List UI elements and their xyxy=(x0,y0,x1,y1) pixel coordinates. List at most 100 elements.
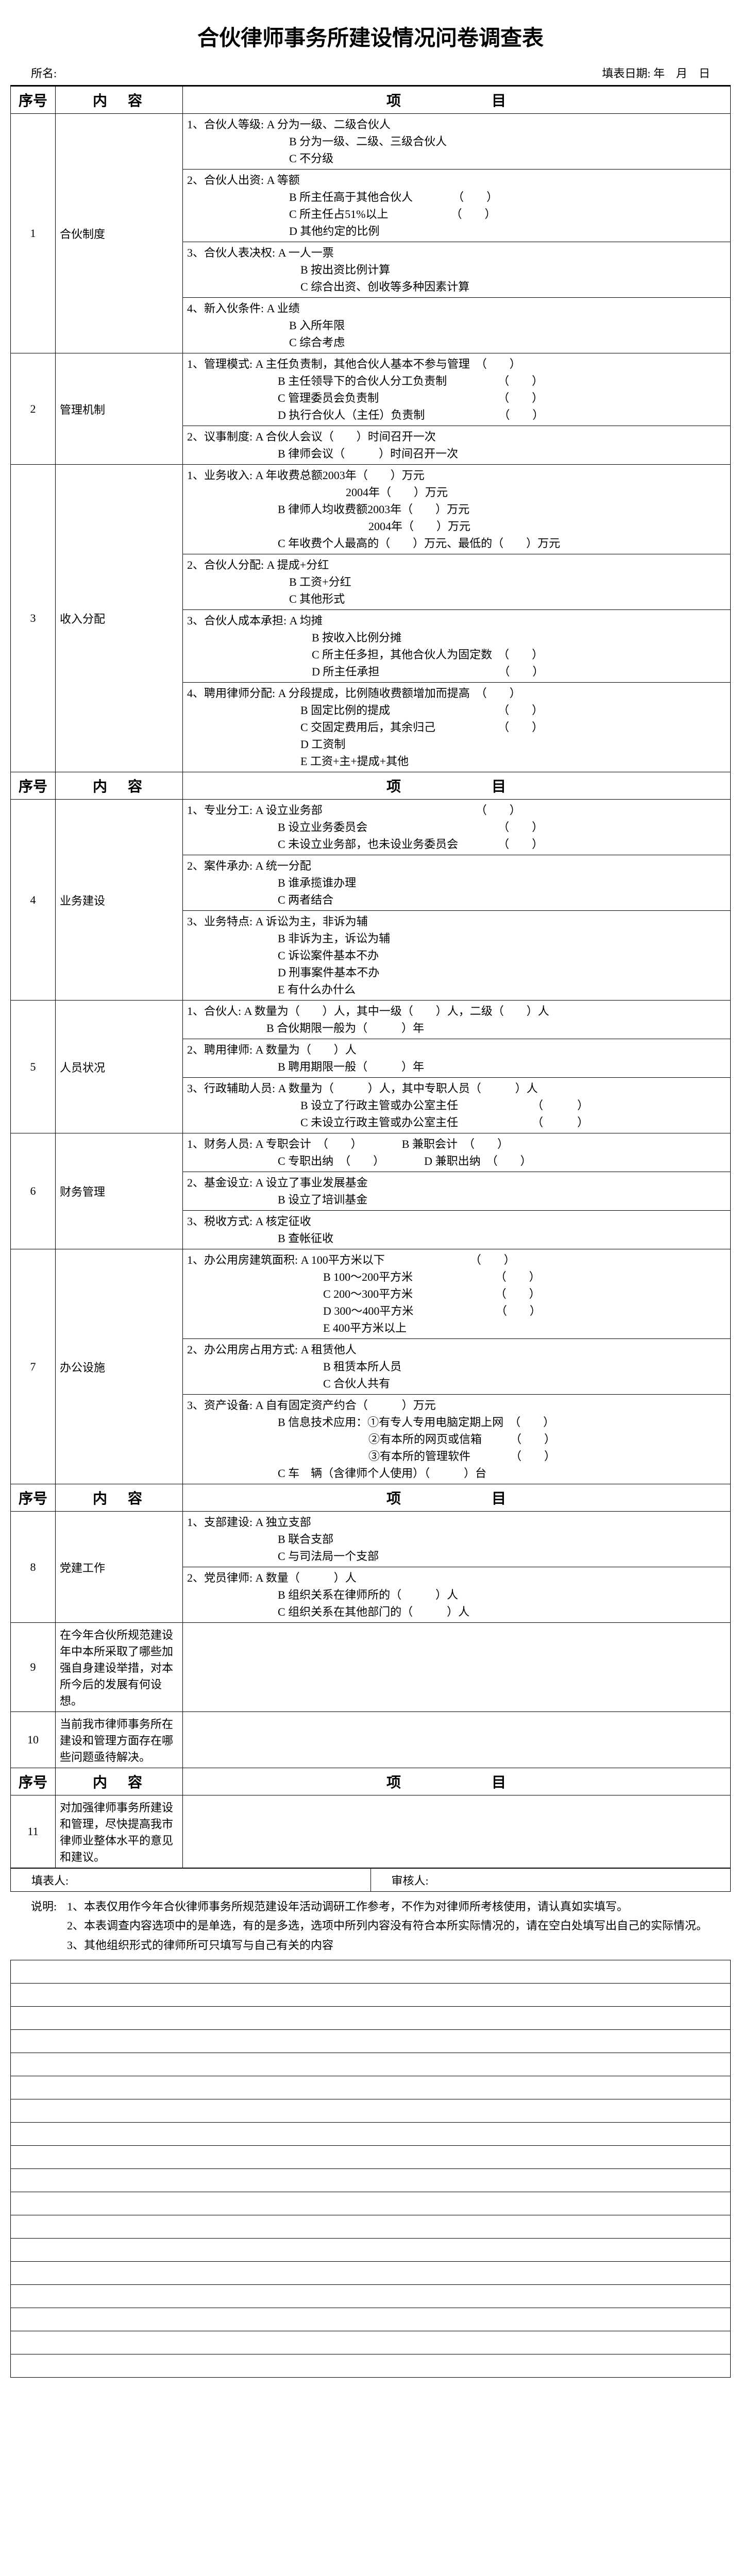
row-num: 8 xyxy=(11,1512,56,1623)
option-line: 2、合伙人出资: A 等额 xyxy=(187,172,726,189)
blank-cell xyxy=(11,2354,731,2378)
row-topic: 在今年合伙所规范建设年中本所采取了哪些加强自身建设举措，对本所今后的发展有何设想… xyxy=(56,1623,183,1712)
option-line: B 按收入比例分摊 xyxy=(187,629,726,646)
col-item: 项 目 xyxy=(183,772,731,800)
document-title: 合伙律师事务所建设情况问卷调查表 xyxy=(10,21,731,52)
row-items: 1、财务人员: A 专职会计 （ ） B 兼职会计 （ ）C 专职出纳 （ ） … xyxy=(183,1133,731,1249)
option-line: C 合伙人共有 xyxy=(187,1375,726,1392)
option-line: C 未设立业务部，也未设业务委员会 （ ） xyxy=(187,836,726,853)
option-line: B 律师会议（ ）时间召开一次 xyxy=(187,445,726,462)
option-line: 1、专业分工: A 设立业务部 （ ） xyxy=(187,802,726,819)
option-line: 1、管理模式: A 主任负责制，其他合伙人基本不参与管理 （ ） xyxy=(187,355,726,372)
option-line: 2、合伙人分配: A 提成+分红 xyxy=(187,556,726,573)
col-seq: 序号 xyxy=(11,1484,56,1512)
date-suffix: 年 月 日 xyxy=(653,67,710,80)
option-line xyxy=(187,1731,726,1748)
option-line: B 设立了行政主管或办公室主任 （ ） xyxy=(187,1097,726,1114)
option-line: C 与司法局一个支部 xyxy=(187,1548,726,1565)
option-line: B 固定比例的提成 （ ） xyxy=(187,702,726,719)
option-line xyxy=(187,1798,726,1815)
row-num: 4 xyxy=(11,800,56,1001)
option-line: E 400平方米以上 xyxy=(187,1319,726,1336)
option-line: 2004年（ ）万元 xyxy=(187,484,726,501)
option-line: 3、合伙人表决权: A 一人一票 xyxy=(187,244,726,261)
option-line: 2、议事制度: A 合伙人会议（ ）时间召开一次 xyxy=(187,428,726,445)
option-line: B 100～200平方米 （ ） xyxy=(187,1268,726,1285)
col-item: 项 目 xyxy=(183,87,731,114)
row-items xyxy=(183,1623,731,1712)
option-line: 3、资产设备: A 自有固定资产约合（ ）万元 xyxy=(187,1397,726,1414)
option-line: C 其他形式 xyxy=(187,590,726,607)
row-items: 1、合伙人等级: A 分为一级、二级合伙人B 分为一级、二级、三级合伙人C 不分… xyxy=(183,114,731,353)
option-line: C 组织关系在其他部门的（ ）人 xyxy=(187,1603,726,1620)
option-line: C 诉讼案件基本不办 xyxy=(187,947,726,964)
row-items: 1、支部建设: A 独立支部B 联合支部C 与司法局一个支部2、党员律师: A … xyxy=(183,1512,731,1623)
option-line: B 租赁本所人员 xyxy=(187,1358,726,1375)
date-label: 填表日期: xyxy=(602,67,650,80)
filler-table: 填表人: 审核人: xyxy=(10,1868,731,1892)
row-num: 1 xyxy=(11,114,56,353)
option-line: C 所主任多担，其他合伙人为固定数 （ ） xyxy=(187,646,726,663)
option-line: E 工资+主+提成+其他 xyxy=(187,753,726,770)
blank-cell xyxy=(11,2030,731,2053)
filler-left: 填表人: xyxy=(31,1874,69,1887)
option-line: 3、合伙人成本承担: A 均摊 xyxy=(187,612,726,629)
option-line: B 谁承揽谁办理 xyxy=(187,874,726,891)
col-content: 内 容 xyxy=(56,1768,183,1795)
row-num: 10 xyxy=(11,1712,56,1768)
col-content: 内 容 xyxy=(56,87,183,114)
row-num: 9 xyxy=(11,1623,56,1712)
option-line: 2、基金设立: A 设立了事业发展基金 xyxy=(187,1174,726,1191)
option-line: D 其他约定的比例 xyxy=(187,223,726,240)
option-line: B 聘用期限一般（ ）年 xyxy=(187,1058,726,1075)
col-seq: 序号 xyxy=(11,772,56,800)
option-line: C 综合考虑 xyxy=(187,334,726,351)
blank-cell xyxy=(11,2146,731,2169)
notes-block: 说明: 1、本表仅用作今年合伙律师事务所规范建设年活动调研工作参考，不作为对律师… xyxy=(10,1892,731,1960)
option-line: C 年收费个人最高的（ ）万元、最低的（ ）万元 xyxy=(187,535,726,552)
col-seq: 序号 xyxy=(11,87,56,114)
option-line: B 合伙期限一般为（ ）年 xyxy=(187,1020,726,1037)
row-num: 6 xyxy=(11,1133,56,1249)
option-line: C 管理委员会负责制 （ ） xyxy=(187,389,726,406)
option-line: D 300～400平方米 （ ） xyxy=(187,1302,726,1319)
option-line xyxy=(187,1659,726,1676)
blank-cell xyxy=(11,2076,731,2099)
option-line: C 两者结合 xyxy=(187,891,726,908)
option-line: D 执行合伙人（主任）负责制 （ ） xyxy=(187,406,726,423)
col-seq: 序号 xyxy=(11,1768,56,1795)
option-line xyxy=(187,1849,726,1866)
blank-cell xyxy=(11,2123,731,2146)
row-items: 1、合伙人: A 数量为（ ）人，其中一级（ ）人，二级（ ）人B 合伙期限一般… xyxy=(183,1001,731,1133)
option-line: 4、聘用律师分配: A 分段提成，比例随收费额增加而提高 （ ） xyxy=(187,685,726,702)
blank-cell xyxy=(11,1960,731,1984)
row-num: 7 xyxy=(11,1249,56,1484)
notes-label: 说明: xyxy=(31,1897,67,1955)
row-topic: 财务管理 xyxy=(56,1133,183,1249)
row-topic: 合伙制度 xyxy=(56,114,183,353)
option-line: B 非诉为主，诉讼为辅 xyxy=(187,930,726,947)
row-topic: 业务建设 xyxy=(56,800,183,1001)
filler-right: 审核人: xyxy=(392,1874,429,1887)
option-line: C 车 辆（含律师个人使用）（ ）台 xyxy=(187,1465,726,1482)
option-line xyxy=(187,1714,726,1731)
row-items: 1、专业分工: A 设立业务部 （ ）B 设立业务委员会 （ ）C 未设立业务部… xyxy=(183,800,731,1001)
blank-cell xyxy=(11,2192,731,2215)
option-line: B 入所年限 xyxy=(187,317,726,334)
row-topic: 收入分配 xyxy=(56,465,183,772)
option-line: B 工资+分红 xyxy=(187,573,726,590)
option-line: 3、税收方式: A 核定征收 xyxy=(187,1213,726,1230)
option-line: E 有什么办什么 xyxy=(187,981,726,998)
option-line: B 联合支部 xyxy=(187,1531,726,1548)
blank-cell xyxy=(11,2308,731,2331)
option-line: 2、办公用房占用方式: A 租赁他人 xyxy=(187,1341,726,1358)
blank-lines xyxy=(10,1960,731,2378)
option-line: B 组织关系在律师所的（ ）人 xyxy=(187,1586,726,1603)
blank-cell xyxy=(11,2331,731,2354)
option-line: C 专职出纳 （ ） D 兼职出纳 （ ） xyxy=(187,1153,726,1170)
option-line: C 不分级 xyxy=(187,150,726,167)
option-line: C 未设立行政主管或办公室主任 （ ） xyxy=(187,1114,726,1131)
option-line: B 设立了培训基金 xyxy=(187,1191,726,1208)
option-line: 3、业务特点: A 诉讼为主，非诉为辅 xyxy=(187,913,726,930)
row-items xyxy=(183,1795,731,1868)
